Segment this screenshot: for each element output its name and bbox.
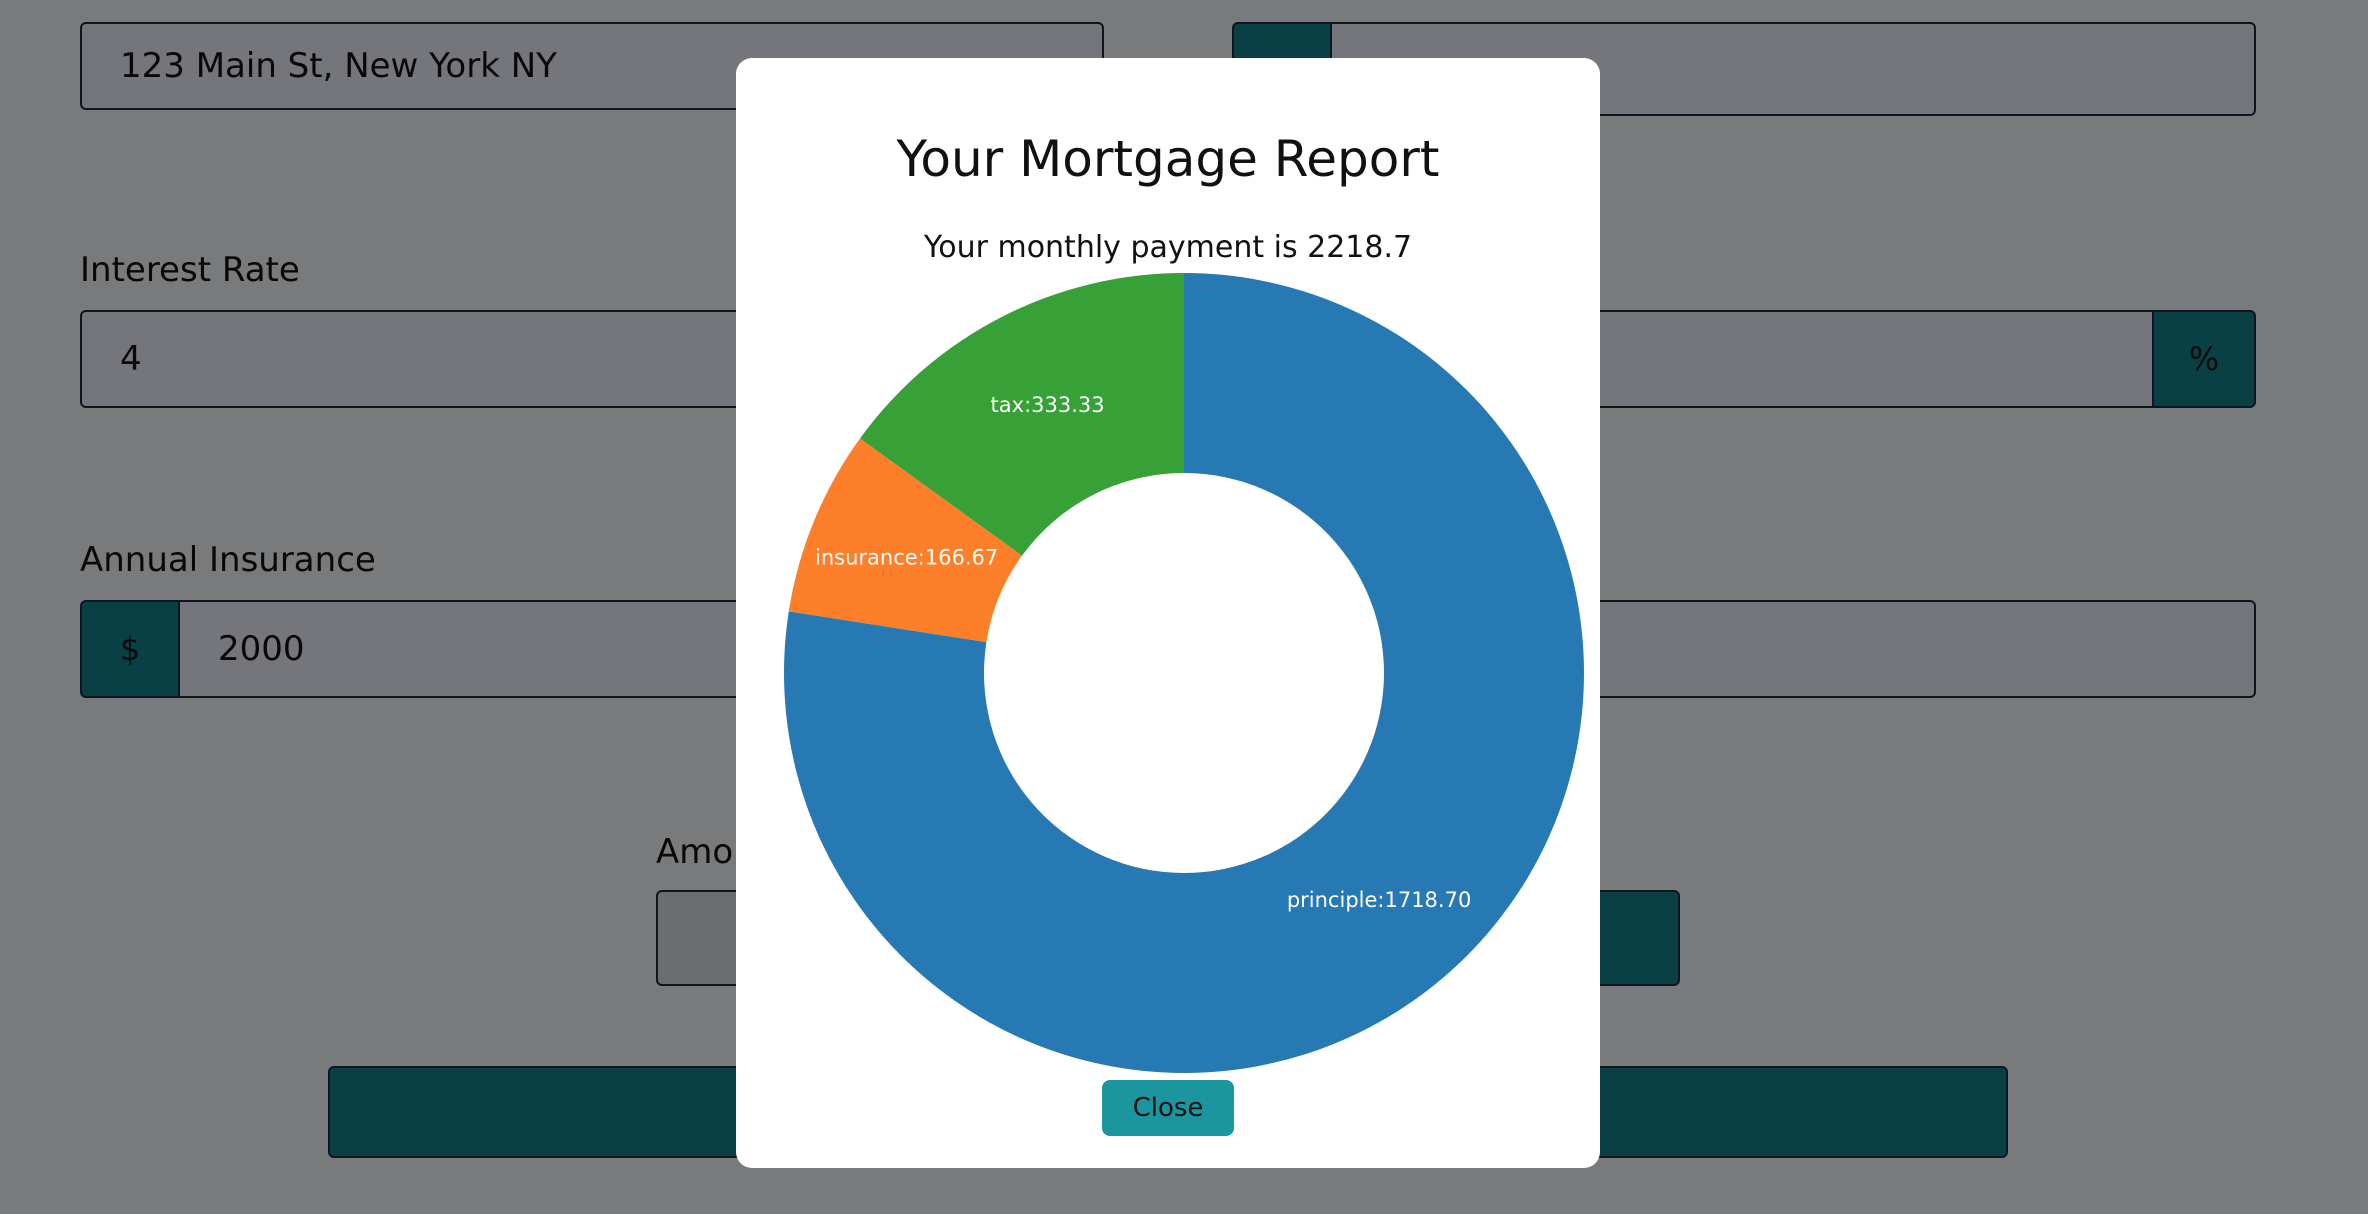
close-button[interactable]: Close [1102, 1080, 1234, 1136]
monthly-payment-text: Your monthly payment is 2218.7 [923, 230, 1413, 265]
mortgage-report-modal: Your Mortgage Report Your monthly paymen… [736, 58, 1600, 1168]
donut-slice-tax[interactable] [860, 273, 1184, 556]
modal-title: Your Mortgage Report [896, 130, 1440, 188]
donut-slice-label-principle: principle:1718.70 [1287, 888, 1472, 912]
donut-slice-principle[interactable] [783, 273, 1584, 1073]
donut-slice-insurance[interactable] [788, 438, 1023, 643]
donut-slice-label-tax: tax:333.33 [991, 393, 1105, 417]
payment-breakdown-donut-chart: principle:1718.70 insurance:166.67 tax:333… [783, 273, 1584, 1073]
donut-slice-label-insurance: insurance:166.67 [815, 546, 998, 570]
